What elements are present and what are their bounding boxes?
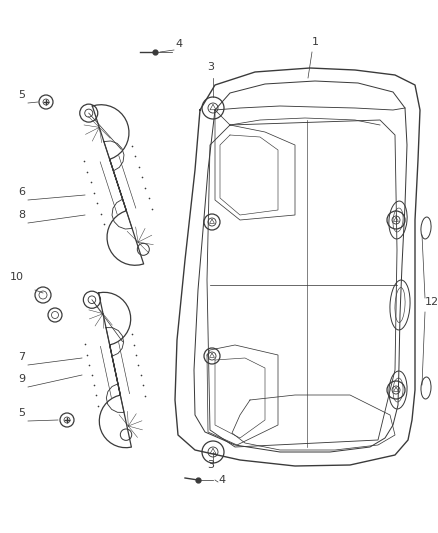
Text: 5: 5 (18, 408, 25, 418)
Text: 10: 10 (10, 272, 24, 282)
Text: 8: 8 (18, 210, 25, 220)
Text: 1: 1 (312, 37, 319, 47)
Text: 3: 3 (207, 460, 214, 470)
Text: 6: 6 (18, 187, 25, 197)
Text: 4: 4 (218, 475, 225, 485)
Text: 12: 12 (425, 297, 438, 307)
Text: 5: 5 (18, 90, 25, 100)
Text: 4: 4 (175, 39, 182, 49)
Text: 7: 7 (18, 352, 25, 362)
Text: 3: 3 (207, 62, 214, 72)
Text: 9: 9 (18, 374, 25, 384)
